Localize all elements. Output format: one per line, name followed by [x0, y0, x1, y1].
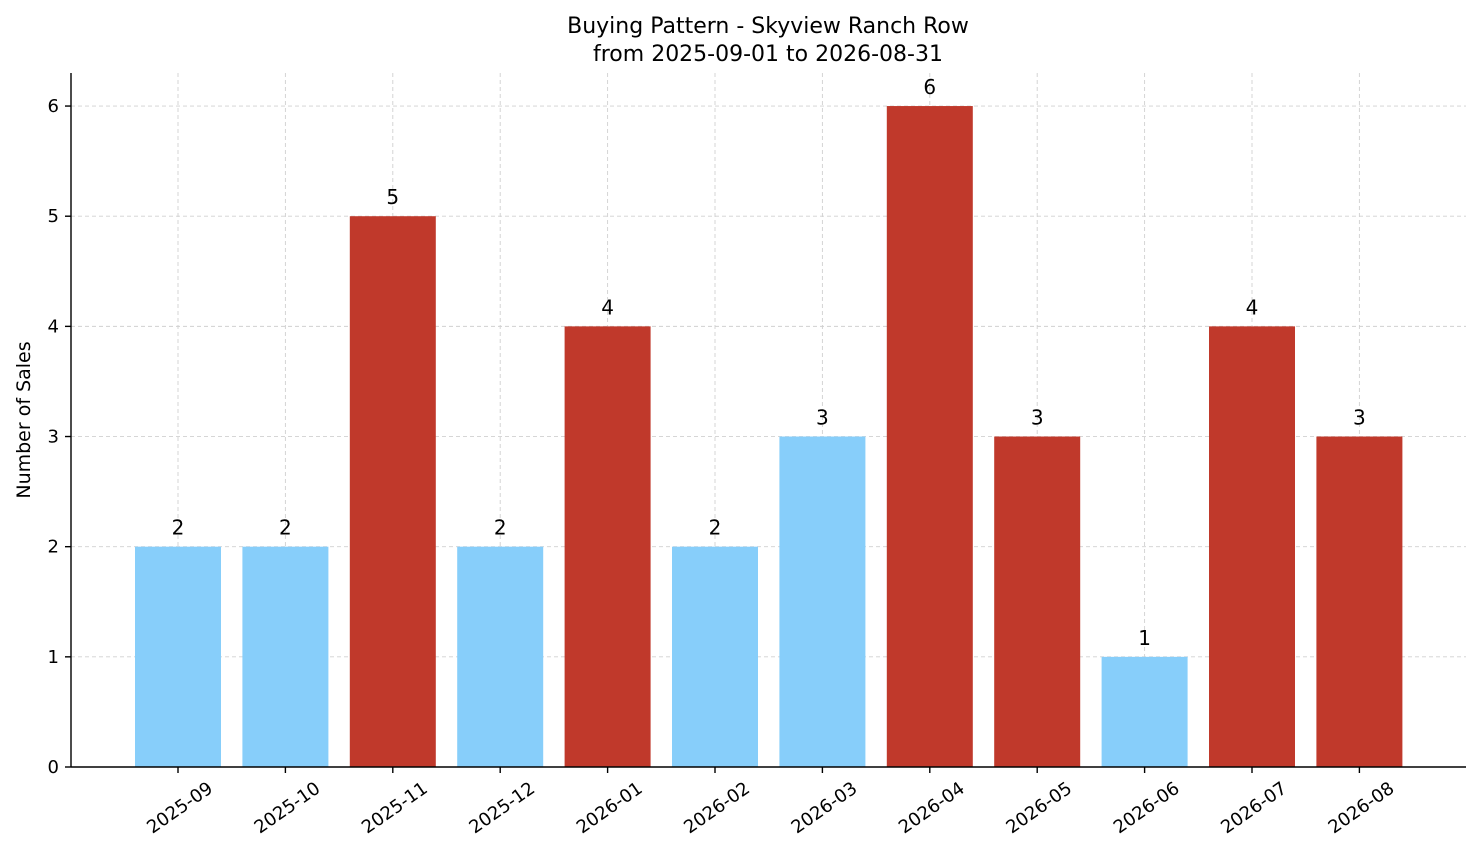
chart-subtitle: from 2025-09-01 to 2026-08-31 [593, 42, 943, 67]
y-tick-label: 6 [48, 96, 59, 117]
bar-2026-01 [564, 326, 651, 767]
y-tick-label: 0 [48, 757, 59, 778]
bar-2025-12 [457, 546, 544, 767]
bar-2025-10 [242, 546, 329, 767]
data-label: 4 [1246, 295, 1259, 319]
x-tick-label: 2026-02 [680, 778, 754, 838]
x-tick-label: 2025-10 [251, 778, 325, 838]
data-label: 5 [386, 185, 399, 209]
x-tick-label: 2026-08 [1325, 778, 1399, 838]
data-label: 4 [601, 295, 614, 319]
data-label: 2 [494, 516, 507, 540]
x-tick-label: 2025-09 [143, 778, 217, 838]
x-tick-label: 2025-11 [358, 778, 432, 838]
data-label: 2 [709, 516, 722, 540]
y-tick-label: 5 [48, 206, 59, 227]
data-labels: 2 2 5 2 4 2 3 6 3 1 4 3 [172, 75, 1366, 650]
y-tick-label: 2 [48, 537, 59, 558]
data-label: 2 [172, 516, 185, 540]
x-tick-label: 2025-12 [465, 778, 539, 838]
x-tick-label: 2026-05 [1002, 778, 1076, 838]
y-tick-label: 4 [48, 316, 59, 337]
chart-title: Buying Pattern - Skyview Ranch Row [567, 14, 969, 39]
data-label: 1 [1138, 626, 1151, 650]
bar-2026-02 [672, 546, 758, 767]
data-label: 3 [1353, 406, 1366, 430]
bar-2026-07 [1209, 326, 1295, 767]
x-tick-label: 2026-07 [1217, 778, 1291, 838]
bar-2026-04 [886, 106, 973, 768]
data-label: 6 [923, 75, 936, 99]
bar-2026-05 [994, 436, 1081, 767]
data-label: 2 [279, 516, 292, 540]
data-label: 3 [1031, 406, 1044, 430]
y-axis-label: Number of Sales [13, 341, 35, 498]
data-label: 3 [816, 406, 829, 430]
axes [70, 73, 1466, 768]
x-tick-label: 2026-06 [1110, 778, 1184, 838]
bar-2026-03 [779, 436, 866, 767]
bar-2025-09 [135, 546, 221, 767]
x-tick-label: 2026-01 [573, 778, 647, 838]
bar-2026-08 [1316, 436, 1403, 767]
bars [135, 106, 1403, 768]
bar-2026-06 [1101, 656, 1188, 767]
x-tick-label: 2026-04 [895, 778, 969, 838]
bar-2025-11 [349, 216, 436, 767]
y-tick-label: 3 [48, 427, 59, 448]
x-tick-label: 2026-03 [788, 778, 862, 838]
y-tick-label: 1 [48, 647, 59, 668]
